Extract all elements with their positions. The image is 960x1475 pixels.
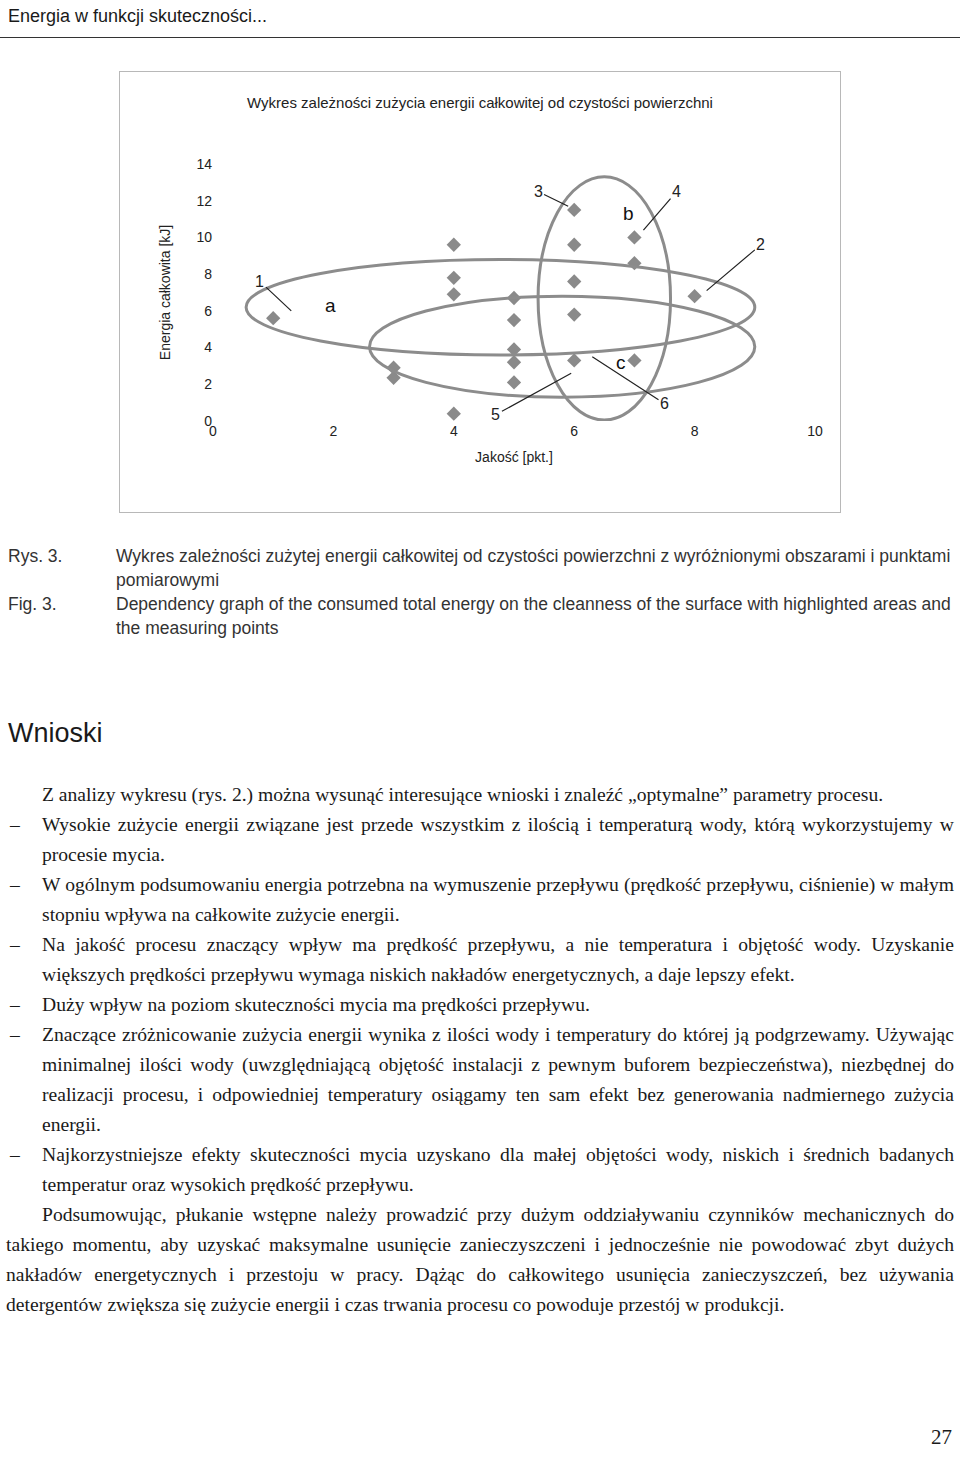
svg-text:2: 2 bbox=[204, 376, 212, 392]
svg-text:c: c bbox=[616, 352, 626, 373]
svg-text:8: 8 bbox=[204, 266, 212, 282]
html-text:Wnioski: Wnioski bbox=[8, 718, 103, 748]
svg-text:Wykres zależności zużycia ener: Wykres zależności zużycia energii całkow… bbox=[247, 94, 713, 111]
html-text:Fig. 3.: Fig. 3. bbox=[8, 594, 57, 614]
svg-text:5: 5 bbox=[491, 406, 500, 423]
svg-text:8: 8 bbox=[691, 423, 699, 439]
svg-text:1: 1 bbox=[255, 273, 264, 290]
html-text:Duży wpływ na poziom skuteczno: Duży wpływ na poziom skuteczności mycia … bbox=[42, 994, 590, 1015]
svg-text:4: 4 bbox=[672, 183, 681, 200]
svg-text:4: 4 bbox=[450, 423, 458, 439]
svg-text:3: 3 bbox=[534, 183, 543, 200]
svg-text:0: 0 bbox=[209, 423, 217, 439]
svg-text:a: a bbox=[325, 295, 336, 316]
html-text:27: 27 bbox=[931, 1425, 952, 1449]
svg-text:Jakość [pkt.]: Jakość [pkt.] bbox=[475, 449, 553, 465]
svg-text:6: 6 bbox=[570, 423, 578, 439]
html-text:Dependency graph of the consum: Dependency graph of the consumed total e… bbox=[116, 594, 951, 638]
html-text:Wykres zależności zużytej ener: Wykres zależności zużytej energii całkow… bbox=[116, 546, 951, 590]
svg-text:b: b bbox=[623, 203, 634, 224]
svg-text:2: 2 bbox=[330, 423, 338, 439]
svg-text:0: 0 bbox=[204, 413, 212, 429]
html-text:Energia w funkcji skuteczności: Energia w funkcji skuteczności... bbox=[8, 6, 268, 26]
svg-text:6: 6 bbox=[204, 303, 212, 319]
svg-text:6: 6 bbox=[660, 395, 669, 412]
html-text:W ogólnym podsumowaniu energia: W ogólnym podsumowaniu energia potrzebna… bbox=[42, 874, 954, 925]
html-text:Rys. 3.: Rys. 3. bbox=[8, 546, 63, 566]
svg-text:4: 4 bbox=[204, 339, 212, 355]
svg-text:12: 12 bbox=[196, 193, 212, 209]
svg-text:14: 14 bbox=[196, 156, 212, 172]
html-text:Podsumowując, płukanie wstępne: Podsumowując, płukanie wstępne należy pr… bbox=[6, 1204, 954, 1315]
html-text:Z analizy wykresu (rys. 2.) mo: Z analizy wykresu (rys. 2.) można wysuną… bbox=[42, 784, 884, 805]
html-text:Na jakość procesu znaczący wpł: Na jakość procesu znaczący wpływ ma pręd… bbox=[42, 934, 954, 985]
svg-text:2: 2 bbox=[756, 236, 765, 253]
svg-text:10: 10 bbox=[196, 229, 212, 245]
html-text:Wysokie zużycie energii związa: Wysokie zużycie energii związane jest pr… bbox=[42, 814, 954, 865]
html-text:Najkorzystniejsze efekty skute: Najkorzystniejsze efekty skuteczności my… bbox=[42, 1144, 954, 1195]
svg-text:10: 10 bbox=[807, 423, 823, 439]
svg-text:Energia całkowita [kJ]: Energia całkowita [kJ] bbox=[157, 225, 173, 360]
html-text:Znaczące zróżnicowanie zużycia: Znaczące zróżnicowanie zużycia energii w… bbox=[42, 1024, 954, 1135]
